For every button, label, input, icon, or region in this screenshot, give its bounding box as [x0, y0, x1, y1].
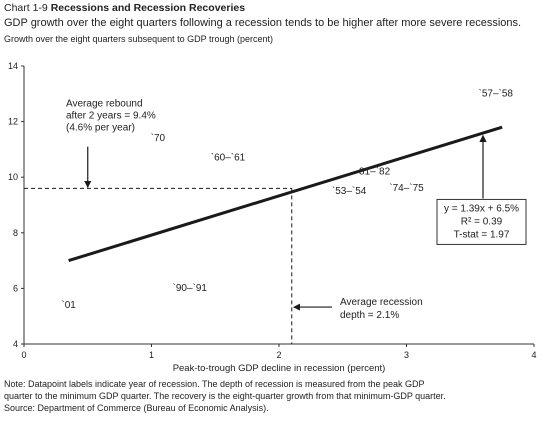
x-tick-label-2: 2 [276, 350, 281, 360]
x-tick-label-4: 4 [531, 350, 536, 360]
depth-annotation-line-0: Average recession [340, 297, 423, 308]
x-tick-label-0: 0 [21, 350, 26, 360]
chart-subtitle: GDP growth over the eight quarters follo… [4, 17, 522, 29]
regression-line-2: T-stat = 1.97 [454, 229, 510, 240]
point-label-4: `53–`54 [332, 185, 367, 197]
regression-line-1: R² = 0.39 [461, 216, 503, 227]
x-tick-label-1: 1 [149, 350, 154, 360]
chart-header: Chart 1-9 Recessions and Recession Recov… [4, 2, 540, 45]
regression-box [436, 198, 527, 245]
point-label-0: `57–`58 [479, 88, 514, 100]
chart-title-text: Recessions and Recession Recoveries [50, 2, 246, 14]
point-label-6: `90–`91 [173, 282, 208, 294]
regression-line-0: y = 1.39x + 6.5% [444, 203, 519, 214]
chart-title: Chart 1-9 Recessions and Recession Recov… [4, 2, 540, 15]
note-line-1: Note: Datapoint labels indicate year of … [4, 379, 425, 389]
point-label-5: `74–`75 [389, 182, 424, 194]
point-label-2: `60–`61 [211, 152, 246, 164]
note-line-2: quarter to the minimum GDP quarter. The … [4, 391, 446, 401]
y-tick-label-14: 14 [8, 61, 18, 71]
y-tick-label-8: 8 [13, 228, 18, 238]
rebound-annotation-line-1: after 2 years = 9.4% [66, 110, 156, 121]
y-tick-label-10: 10 [8, 172, 18, 182]
depth-annotation-line-1: depth = 2.1% [340, 310, 399, 321]
rebound-annotation-line-2: (4.6% per year) [66, 122, 135, 133]
source-line: Source: Department of Commerce (Bureau o… [4, 403, 269, 413]
point-label-7: `01 [61, 299, 76, 311]
y-axis-title: Growth over the eight quarters subsequen… [4, 34, 273, 44]
chart-number: Chart 1-9 [4, 2, 48, 14]
chart-notes: Note: Datapoint labels indicate year of … [4, 378, 540, 414]
trend-line [68, 125, 503, 263]
point-label-1: `70 [151, 132, 166, 144]
x-tick-label-3: 3 [404, 350, 409, 360]
x-axis-label: Peak-to-trough GDP decline in recession … [173, 363, 386, 374]
y-tick-label-6: 6 [13, 283, 18, 293]
rebound-annotation-line-0: Average rebound [66, 98, 143, 109]
y-tick-label-4: 4 [13, 339, 18, 349]
y-tick-label-12: 12 [8, 117, 18, 127]
point-label-3: 81–`82 [359, 165, 391, 177]
